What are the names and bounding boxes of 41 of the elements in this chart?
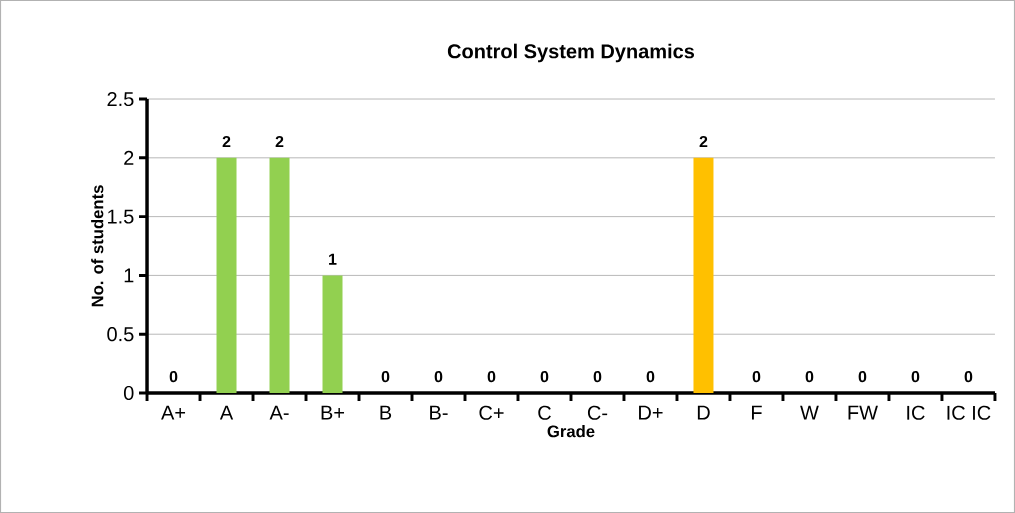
data-label: 0 [540, 370, 549, 383]
data-label: 0 [169, 370, 178, 383]
data-label: 0 [646, 370, 655, 383]
data-label: 0 [434, 370, 443, 383]
data-label: 1 [329, 253, 337, 265]
data-label: 0 [752, 370, 761, 383]
x-tick-label: W [800, 405, 819, 420]
x-tick-label: C- [587, 405, 608, 420]
data-label: 0 [964, 370, 973, 383]
x-tick-label: D+ [639, 405, 663, 420]
x-tick-label: C+ [479, 405, 504, 420]
data-label: 0 [593, 370, 602, 383]
data-label: 0 [805, 370, 814, 383]
x-tick-label: IC IC [947, 405, 991, 420]
y-tick-label: 1.5 [108, 209, 134, 224]
data-label: 0 [911, 370, 920, 383]
data-label: 2 [222, 135, 231, 148]
data-label: 0 [487, 370, 496, 383]
x-tick-label: FW [848, 405, 878, 420]
x-tick-label: D [697, 405, 710, 420]
x-tick-label: B [380, 405, 392, 420]
data-label: 2 [699, 135, 708, 148]
y-axis-title: No. of students [91, 185, 104, 307]
data-label: 2 [275, 135, 284, 148]
y-tick-label: 2 [124, 150, 134, 165]
x-tick-label: C [538, 405, 551, 420]
y-tick-label: 0 [123, 385, 134, 401]
x-tick-label: A- [269, 405, 289, 420]
x-tick-label: F [752, 405, 762, 420]
chart-title: Control System Dynamics [447, 43, 695, 63]
y-tick-label: 0.5 [107, 327, 134, 342]
data-label: 0 [858, 370, 867, 383]
y-tick-label: 1 [124, 268, 134, 283]
y-tick-label: 2.5 [107, 91, 134, 107]
data-label: 0 [381, 370, 390, 383]
x-tick-label: A [219, 405, 234, 420]
x-tick-label: B- [430, 405, 448, 420]
x-axis-title: Grade [547, 425, 595, 438]
x-tick-label: B+ [321, 405, 345, 420]
x-tick-label: IC [907, 405, 925, 420]
x-tick-label: A+ [161, 405, 186, 420]
